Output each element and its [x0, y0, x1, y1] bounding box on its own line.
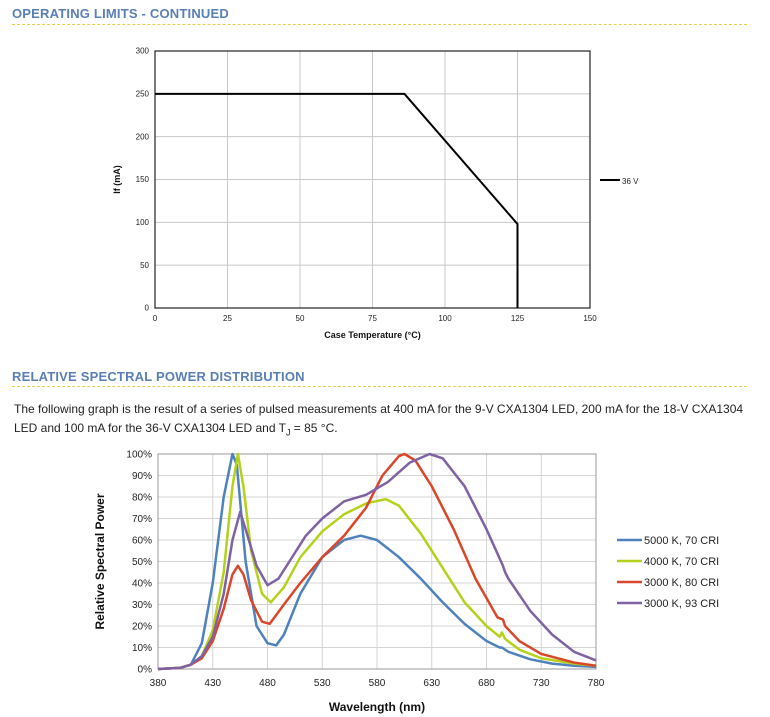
x-tick-label: 430: [204, 678, 221, 689]
x-axis-label: Wavelength (nm): [329, 700, 425, 714]
y-tick-label: 10%: [132, 643, 152, 654]
paragraph-subscript: J: [285, 427, 291, 438]
x-tick-label: 100: [438, 314, 452, 323]
x-tick-label: 25: [223, 314, 232, 323]
y-tick-label: 150: [136, 175, 150, 184]
series-line-3000-k-80-cri: [157, 452, 597, 671]
y-tick-label: 250: [136, 90, 150, 99]
x-tick-label: 75: [368, 314, 377, 323]
x-axis-label: Case Temperature (°C): [324, 330, 420, 340]
x-tick-label: 630: [423, 678, 440, 689]
x-tick-label: 530: [314, 678, 331, 689]
plot-frame: [154, 50, 591, 309]
y-tick-label: 30%: [132, 600, 152, 611]
section-divider: [12, 386, 747, 387]
x-tick-label: 480: [259, 678, 276, 689]
description-paragraph: The following graph is the result of a s…: [14, 400, 759, 442]
y-tick-label: 50: [140, 261, 149, 270]
y-tick-label: 200: [136, 132, 150, 141]
series-line-36-v: [155, 92, 519, 308]
paragraph-text: The following graph is the result of a s…: [14, 402, 744, 435]
legend-label-36-v: 36 V: [622, 177, 639, 186]
y-tick-label: 0%: [138, 664, 153, 675]
x-tick-label: 680: [478, 678, 495, 689]
y-tick-label: 60%: [132, 535, 152, 546]
y-tick-label: 90%: [132, 471, 152, 482]
x-tick-label: 125: [511, 314, 525, 323]
section-title-operating-limits: OPERATING LIMITS - CONTINUED: [12, 6, 229, 21]
x-tick-label: 780: [588, 678, 605, 689]
paragraph-end: = 85 °C.: [290, 421, 338, 435]
y-tick-label: 300: [136, 47, 150, 56]
x-tick-label: 0: [153, 314, 158, 323]
series-line-5000-k-70-cri: [157, 452, 597, 671]
legend-label-3000-k-93-cri: 3000 K, 93 CRI: [644, 598, 719, 610]
y-tick-label: 100%: [126, 449, 152, 460]
x-tick-label: 380: [150, 678, 167, 689]
y-tick-label: 50%: [132, 557, 152, 568]
y-axis-label: Relative Spectral Power: [93, 493, 107, 629]
y-tick-label: 20%: [132, 621, 152, 632]
y-axis-label: If (mA): [112, 165, 122, 194]
legend-label-5000-k-70-cri: 5000 K, 70 CRI: [644, 535, 719, 547]
plot-frame: [157, 453, 597, 670]
y-tick-label: 70%: [132, 514, 152, 525]
legend-label-4000-k-70-cri: 4000 K, 70 CRI: [644, 556, 719, 568]
x-tick-label: 50: [296, 314, 305, 323]
y-tick-label: 80%: [132, 492, 152, 503]
x-tick-label: 150: [583, 314, 597, 323]
y-tick-label: 40%: [132, 578, 152, 589]
legend-label-3000-k-80-cri: 3000 K, 80 CRI: [644, 577, 719, 589]
series-line-4000-k-70-cri: [157, 452, 597, 671]
series-line-3000-k-93-cri: [157, 452, 597, 671]
section-title-spectral: RELATIVE SPECTRAL POWER DISTRIBUTION: [12, 369, 305, 384]
x-tick-label: 730: [533, 678, 550, 689]
y-tick-label: 0: [145, 304, 150, 313]
y-tick-label: 100: [136, 218, 150, 227]
x-tick-label: 580: [369, 678, 386, 689]
section-divider: [12, 24, 747, 25]
